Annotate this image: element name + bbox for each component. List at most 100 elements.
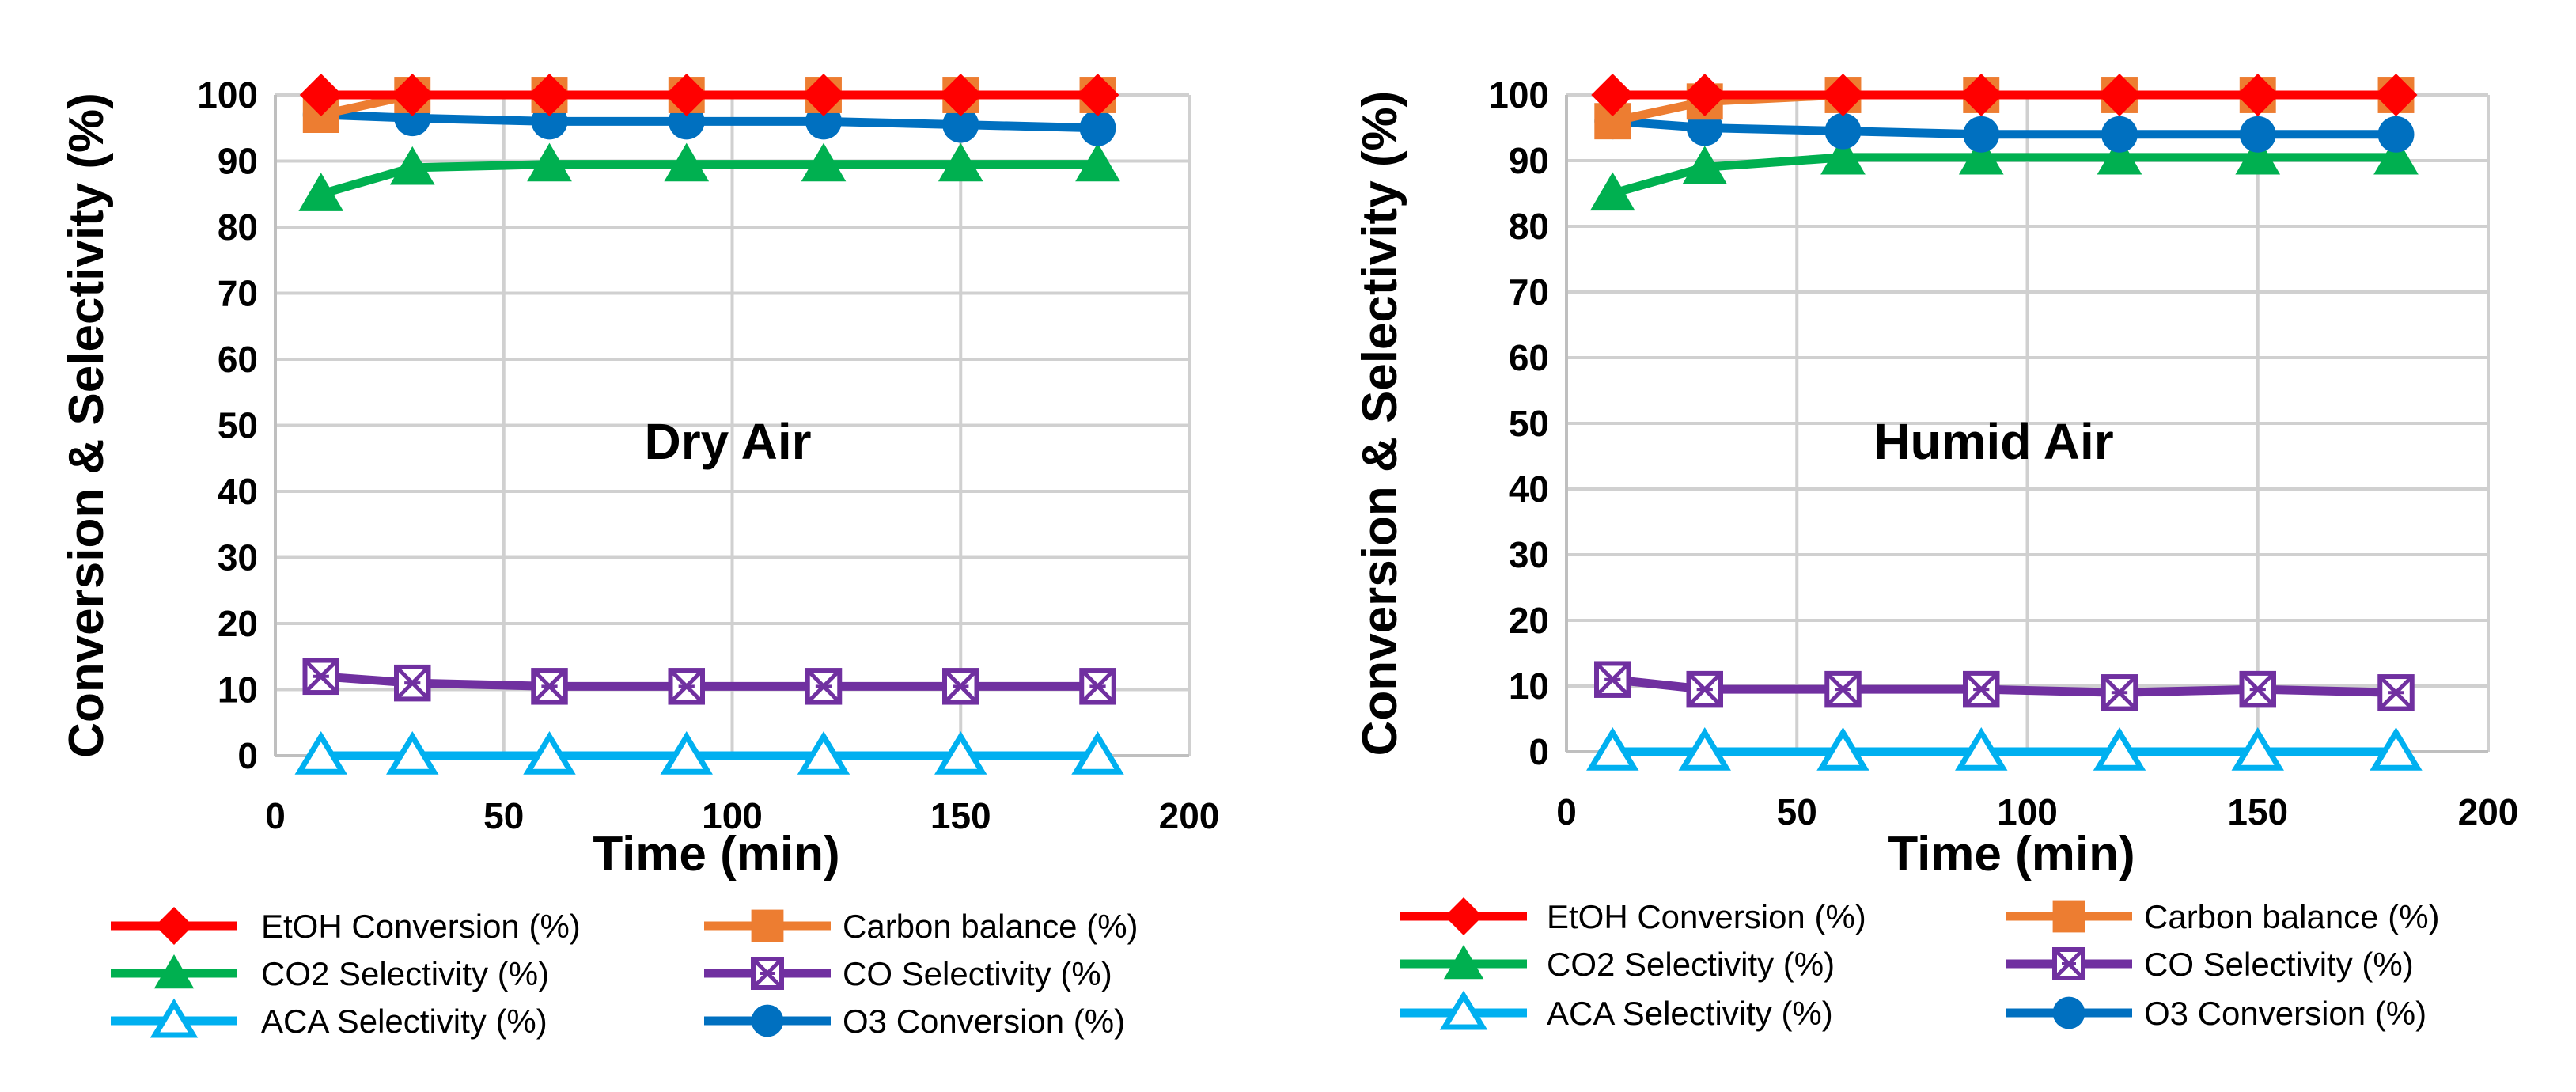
data-point [1079, 668, 1116, 705]
y-tick-label: 70 [218, 273, 258, 314]
data-point [664, 142, 710, 182]
y-tick-label: 10 [1509, 665, 1549, 707]
legend-label: ACA Selectivity (%) [1547, 995, 1833, 1032]
y-tick-label: 80 [218, 207, 258, 248]
legend-item: Carbon balance (%) [2006, 898, 2440, 935]
data-point [1955, 726, 2008, 771]
chart-panel-1: 0 10 20 30 40 50 60 70 80 90 100 0 50 100 150 200 Conver… [59, 74, 1219, 1040]
data-point [2377, 674, 2415, 711]
data-point [1960, 74, 2003, 116]
data-point [1076, 74, 1119, 116]
legend-item: Carbon balance (%) [704, 908, 1138, 945]
x-tick-labels: 0 50 100 150 200 [265, 795, 1219, 836]
data-point [660, 730, 713, 775]
chart-panel-2: 0 10 20 30 40 50 60 70 80 90 100 0 50 100 150 200 Conver… [1353, 74, 2518, 1032]
x-tick-label: 0 [265, 795, 286, 836]
data-point [939, 74, 983, 116]
data-point [942, 106, 979, 143]
x-tick-label: 50 [483, 795, 524, 836]
data-point [1682, 146, 1728, 184]
y-tick-label: 80 [1509, 206, 1549, 247]
legend-label: ACA Selectivity (%) [261, 1003, 547, 1040]
data-point [1824, 112, 1862, 150]
legend-item: ACA Selectivity (%) [1400, 990, 1833, 1032]
data-point [394, 664, 431, 702]
data-point [1075, 142, 1120, 182]
series-line [320, 110, 1098, 133]
x-tick-label: 100 [1997, 791, 2058, 832]
legend-item: ACA Selectivity (%) [111, 998, 547, 1040]
legend-marker [751, 909, 784, 942]
x-axis-title: Time (min) [593, 827, 839, 882]
data-point [2239, 670, 2276, 708]
series-line [1612, 675, 2396, 697]
condition-annotation: Dry Air [644, 413, 811, 470]
legend-marker [153, 954, 195, 989]
data-point [1594, 661, 1631, 698]
legend-marker [2052, 996, 2085, 1029]
condition-annotation: Humid Air [1873, 413, 2113, 470]
x-tick-label: 50 [1777, 791, 1817, 832]
x-axis-title: Time (min) [1888, 827, 2135, 882]
legend-label: CO2 Selectivity (%) [1547, 946, 1835, 983]
data-point [527, 142, 572, 182]
data-point [1683, 74, 1726, 116]
data-point [2098, 74, 2141, 116]
data-point [302, 658, 339, 696]
legend-item: EtOH Conversion (%) [111, 907, 581, 945]
data-point [2370, 726, 2423, 771]
y-tick-label: 30 [218, 537, 258, 578]
y-tick-label: 20 [1509, 600, 1549, 641]
data-point [1686, 670, 1723, 708]
data-point [1824, 670, 1862, 708]
y-tick-label: 40 [1509, 468, 1549, 510]
legend-item: CO2 Selectivity (%) [1400, 945, 1835, 983]
legend-marker [1445, 897, 1483, 935]
data-point [299, 74, 343, 116]
legend-label: Carbon balance (%) [2144, 898, 2440, 935]
data-point [934, 730, 987, 775]
series-co-selectivity [1594, 661, 2415, 711]
legend-marker [150, 998, 199, 1038]
y-tick-label: 60 [218, 339, 258, 380]
data-point [2093, 726, 2146, 771]
legend-item: CO Selectivity (%) [2006, 946, 2414, 983]
x-tick-label: 150 [930, 795, 991, 836]
legend-item: O3 Conversion (%) [2006, 995, 2426, 1032]
y-tick-label: 90 [1509, 140, 1549, 181]
y-tick-label: 10 [218, 669, 258, 711]
y-tick-label: 70 [1509, 271, 1549, 313]
x-tick-label: 0 [1556, 791, 1577, 832]
y-tick-labels: 0 10 20 30 40 50 60 70 80 90 100 [1488, 74, 1549, 772]
y-axis-title: Conversion & Selectivity (%) [59, 93, 114, 758]
series-line [320, 672, 1098, 691]
legend-marker [155, 907, 193, 945]
data-point [665, 74, 708, 116]
data-point [1079, 109, 1116, 146]
series-aca-selectivity [1586, 726, 2423, 771]
series-etoh-conversion [299, 74, 1119, 116]
data-point [391, 74, 434, 116]
data-point [2236, 74, 2279, 116]
data-point [528, 74, 571, 116]
y-tick-label: 40 [218, 471, 258, 512]
y-tick-labels: 0 10 20 30 40 50 60 70 80 90 100 [197, 74, 258, 776]
data-point [294, 730, 347, 775]
legend-marker [1443, 945, 1484, 980]
x-tick-label: 200 [2458, 791, 2519, 832]
series-line [1611, 153, 2396, 198]
series-co2-selectivity [298, 142, 1120, 211]
legend-label: Carbon balance (%) [843, 908, 1138, 945]
data-point [2373, 135, 2419, 175]
data-point [802, 74, 845, 116]
data-point [801, 142, 847, 182]
legend-item: CO Selectivity (%) [704, 955, 1112, 992]
legend-label: O3 Conversion (%) [843, 1003, 1125, 1040]
data-point [2239, 116, 2276, 153]
data-point [1591, 74, 1635, 116]
data-point [523, 730, 576, 775]
y-tick-label: 90 [218, 141, 258, 182]
y-tick-label: 50 [218, 405, 258, 446]
data-point [797, 730, 850, 775]
